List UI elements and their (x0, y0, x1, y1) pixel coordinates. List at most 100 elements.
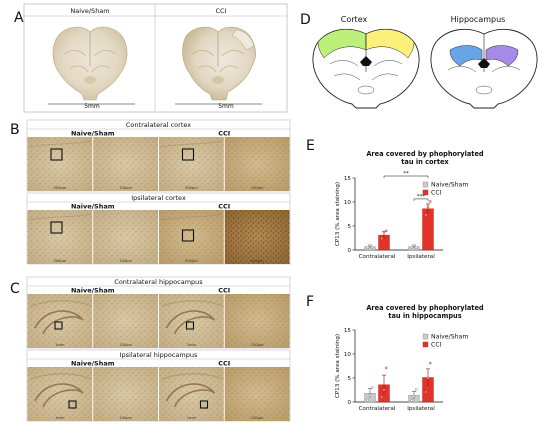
data-point (380, 395, 384, 399)
data-point (370, 245, 374, 249)
zoom-region-box (181, 229, 195, 242)
panel-f-label: F (306, 294, 314, 310)
section-title: Ipsilateral hippocampus (120, 351, 198, 359)
cci-whole-brain-section (182, 26, 256, 101)
y-tick-label: 10 (344, 200, 352, 206)
column-header-sham: Naive/Sham (71, 130, 115, 138)
bar (422, 208, 434, 251)
x-tick-label: Contralateral (359, 254, 396, 260)
zoom-region-box (54, 321, 63, 330)
legend-label: CCI (431, 342, 442, 349)
legend-swatch (422, 341, 429, 348)
zoom-region-box (185, 321, 195, 330)
data-point (424, 390, 428, 394)
data-point (412, 243, 416, 247)
data-point (368, 394, 372, 398)
micrograph-scale-label: 100µm (119, 259, 132, 263)
cortex-atlas-title: Cortex (341, 15, 368, 24)
micrograph-overview: 1mm (27, 294, 93, 348)
legend-label: Naive/Sham (431, 334, 468, 341)
x-tick-label: Ipsilateral (407, 406, 435, 412)
micrograph-scale-label: 500µm (185, 259, 198, 263)
y-tick-label: 15 (344, 176, 352, 182)
hippocampus-left-region (449, 45, 483, 67)
column-header-sham: Naive/Sham (71, 360, 115, 368)
micrograph-scale-label: 100µm (119, 416, 132, 420)
y-tick-label: 5 (347, 376, 351, 382)
hippocampus-atlas-diagram (430, 28, 538, 109)
legend-label: Naive/Sham (431, 182, 468, 189)
column-header-cci: CCI (218, 203, 230, 211)
section-title: Contralateral hippocampus (114, 278, 203, 286)
micrograph-overview: 500µm (27, 137, 93, 191)
cortex-right-region (365, 29, 415, 59)
data-point (428, 200, 432, 203)
sham-whole-brain-section (52, 26, 128, 101)
y-tick-label: 5 (347, 224, 351, 230)
panel-c-label: C (10, 281, 20, 297)
micrograph-scale-label: 100µm (251, 343, 264, 347)
micrograph-scale-label: 1mm (187, 416, 197, 420)
column-header-cci: CCI (218, 130, 230, 138)
data-point (366, 246, 370, 249)
micrograph-overview: 1mm (159, 294, 224, 348)
zoom-region-box (50, 221, 63, 234)
panel-a-scale-label-sham: 5mm (84, 103, 100, 110)
zoom-region-box (199, 400, 209, 409)
legend-swatch (422, 181, 429, 188)
micrograph-scale-label: 1mm (55, 416, 65, 420)
legend-swatch (422, 189, 429, 196)
chart-cortex: Area covered by phophorylated tau in cort… (335, 150, 484, 260)
y-axis-label: CP13 (% area staining) (335, 334, 341, 398)
section-title: Ipsilateral cortex (131, 194, 186, 202)
data-point (382, 388, 386, 392)
cortex-left-region (317, 29, 367, 59)
micrograph-overview: 1mm (27, 367, 93, 421)
column-header-sham: Naive/Sham (71, 287, 115, 295)
data-point (424, 213, 428, 217)
micrograph-scale-label: 500µm (54, 259, 67, 263)
data-point (366, 398, 370, 402)
micrograph-scale-label: 100µm (251, 186, 264, 190)
micrograph-zoom: 100µm (224, 137, 290, 191)
micrograph-scale-label: 1mm (187, 343, 197, 347)
significance-bracket (383, 175, 429, 178)
data-point (410, 245, 414, 249)
micrograph-zoom: 100µm (93, 367, 158, 421)
chart-hippocampus: Area covered by phophorylated tau in hipp… (335, 304, 484, 412)
data-point (368, 243, 372, 247)
data-point (414, 246, 418, 249)
micrograph-overview: 1mm (159, 367, 224, 421)
zoom-region-box (181, 148, 195, 161)
significance-label: ** (403, 171, 409, 177)
y-axis-label: CP13 (% area staining) (335, 182, 341, 246)
micrograph-zoom: 100µm (224, 367, 290, 421)
panel-d-label: D (300, 12, 311, 28)
micrograph-zoom: 100µm (224, 210, 290, 264)
zoom-region-box (68, 400, 77, 409)
histology-section: Contralateral cortex Naive/Sham CCI 500µm 10… (26, 119, 291, 192)
zoom-region-box (50, 148, 63, 161)
micrograph-overview: 500µm (27, 210, 93, 264)
legend-swatch (422, 333, 429, 340)
micrograph-scale-label: 500µm (185, 186, 198, 190)
x-tick-label: Contralateral (359, 406, 396, 412)
significance-label: *** (417, 194, 426, 200)
data-point (426, 376, 430, 380)
data-point (370, 386, 374, 389)
micrograph-scale-label: 1mm (55, 343, 65, 347)
micrograph-overview: 500µm (159, 137, 224, 191)
micrograph-zoom: 100µm (93, 210, 158, 264)
data-point (382, 230, 386, 234)
data-point (384, 229, 388, 233)
micrograph-zoom: 100µm (224, 294, 290, 348)
data-point (380, 237, 384, 240)
hippocampus-atlas-title: Hippocampus (451, 15, 506, 24)
data-point (426, 205, 430, 209)
y-tick-label: 0 (347, 248, 351, 254)
data-point (414, 388, 418, 391)
chart-title: Area covered by phophorylated tau in cort… (366, 150, 484, 166)
panel-b-label: B (10, 122, 20, 138)
panel-b-histology: Contralateral cortex Naive/Sham CCI 500µm 10… (26, 119, 291, 265)
